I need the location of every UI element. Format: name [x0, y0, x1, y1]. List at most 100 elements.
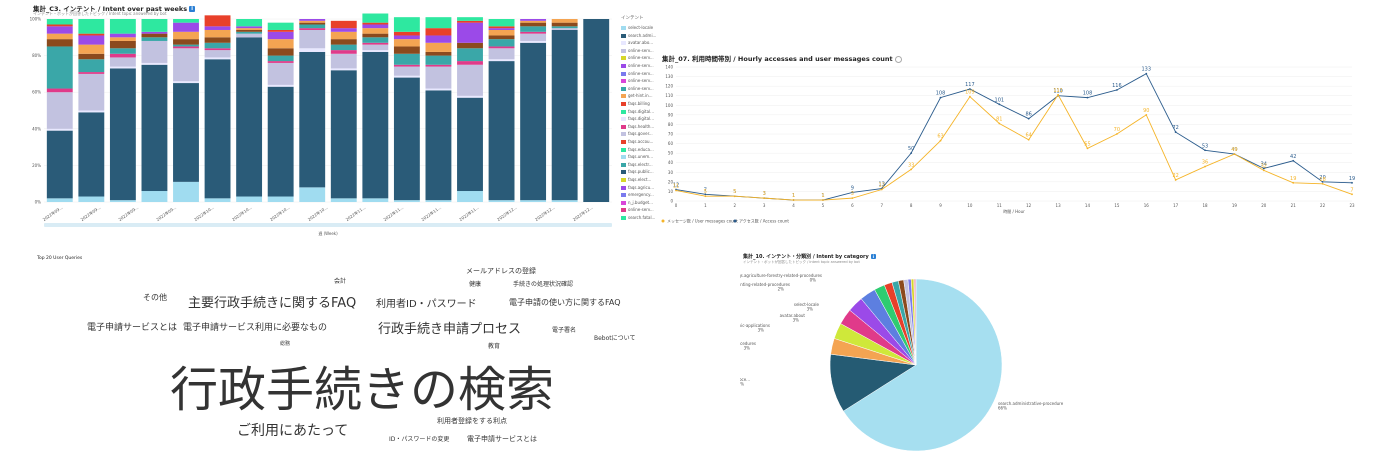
horizontal-scrollbar[interactable] [44, 223, 612, 227]
bar-segment [551, 200, 578, 202]
bar-segment [236, 31, 263, 34]
legend-swatch [621, 124, 626, 129]
legend-item[interactable]: online-serv... [621, 207, 654, 213]
data-label: 63 [937, 134, 943, 140]
legend-item[interactable]: search.admi... [621, 33, 656, 38]
legend-item[interactable]: get-hint.in... [621, 93, 653, 99]
word-cloud-term[interactable]: 教育 [488, 343, 501, 350]
y-tick-label: 80 [668, 122, 674, 127]
bar-segment [330, 70, 357, 199]
data-label: 13 [879, 182, 885, 188]
legend-item[interactable]: faqs.digital... [621, 116, 654, 122]
panel2-title: 集計_07. 利用時間帯別 / Hourly accesses and user… [662, 55, 893, 63]
legend-item[interactable]: n_j.budget... [621, 200, 653, 205]
y-tick-label: 0 [670, 199, 673, 204]
y-tick-label: 70 [668, 132, 674, 137]
legend-item[interactable]: faqs.digital... [621, 109, 654, 114]
bar-segment [457, 42, 483, 49]
bar-segment [267, 29, 294, 32]
legend-item[interactable]: online-serv... [621, 55, 654, 61]
x-tick-label: 11 [997, 203, 1003, 208]
word-cloud-term[interactable]: 総務 [280, 341, 291, 347]
bar-segment [267, 61, 294, 63]
x-axis-label: 週 (Week) [318, 230, 338, 236]
bar-segment [173, 31, 199, 40]
bar-segment [267, 62, 294, 85]
data-point [704, 195, 707, 198]
legend-item[interactable]: online-serv... [621, 86, 654, 91]
y-tick-label: 90 [668, 112, 674, 117]
data-point [1086, 96, 1089, 99]
bar-segment [46, 46, 73, 89]
word-cloud-term[interactable]: 主要行政手続きに関するFAQ [188, 296, 357, 311]
y-tick-label: 20 [668, 179, 674, 184]
legend-item[interactable]: faqs.accou... [621, 139, 653, 144]
legend-swatch [621, 162, 626, 167]
legend-item[interactable]: emergency... [621, 192, 654, 198]
legend-item[interactable]: faqs.unem... [621, 154, 653, 160]
word-cloud-term[interactable]: ご利用にあたって [237, 423, 349, 439]
legend-item[interactable]: online-serv... [621, 48, 654, 53]
legend-label: faqs.billing [628, 101, 650, 106]
word-cloud-term[interactable]: 健康 [469, 281, 482, 288]
legend-item[interactable]: faqs.agricu... [621, 185, 654, 190]
x-tick-label: 3 [763, 203, 766, 208]
bar-segment [425, 90, 452, 201]
word-cloud-term[interactable]: メールアドレスの登録 [466, 267, 536, 275]
bar-segment [488, 59, 515, 62]
word-cloud-term[interactable]: 電子申請サービス利用に必要なもの [183, 323, 328, 333]
bar-segment [78, 59, 105, 73]
bar-segment [393, 200, 420, 202]
legend-swatch [621, 64, 626, 68]
legend-item[interactable]: online-serv... [621, 71, 654, 76]
y-tick-label: 130 [665, 74, 673, 79]
bar-segment [78, 19, 105, 34]
bar-segment [204, 15, 231, 27]
y-tick-label: 50 [668, 151, 674, 156]
word-cloud-term[interactable]: その他 [143, 293, 167, 302]
word-cloud-term[interactable]: Bebotについて [594, 335, 636, 342]
series-line [675, 73, 1353, 201]
bar-segment [393, 66, 420, 76]
data-label: 7 [704, 187, 707, 193]
bar-segment [393, 75, 420, 78]
bar-segment [393, 31, 420, 36]
word-cloud-term[interactable]: 行政手続きの検索 [170, 362, 555, 418]
data-point [969, 95, 971, 98]
word-cloud-term[interactable]: 手続きの処理状況確認 [513, 281, 574, 288]
legend-item[interactable]: online-serv... [621, 63, 654, 68]
word-cloud-term[interactable]: 利用者ID・パスワード [376, 299, 477, 310]
legend-item[interactable]: online-serv... [621, 78, 654, 84]
bar-segment [204, 26, 231, 30]
word-cloud-term[interactable]: 電子申請サービスとは [467, 435, 537, 443]
legend-item[interactable]: faqs.public... [621, 169, 654, 175]
bar-segment [425, 66, 452, 89]
legend-item[interactable]: search.fatal... [621, 215, 655, 220]
legend-item[interactable]: faqs.educa... [621, 147, 654, 152]
word-cloud-term[interactable]: 行政手続き申請プロセス [378, 322, 522, 337]
x-tick-label: 15 [1114, 203, 1120, 208]
info-icon[interactable]: i [870, 254, 876, 259]
legend-item[interactable]: avatar.abo... [621, 40, 653, 46]
bar-segment [173, 48, 199, 82]
bar-segment [393, 77, 420, 201]
legend-item[interactable]: faqs.electr... [621, 162, 653, 167]
bar-segment [330, 31, 357, 40]
word-cloud-term[interactable]: 電子申請の使い方に関するFAQ [509, 298, 621, 307]
legend-item[interactable]: select-locale [621, 25, 653, 30]
bar-segment [425, 17, 452, 29]
word-cloud-term[interactable]: 利用者登録をする利点 [437, 417, 507, 425]
legend-item[interactable]: faqs.gover... [621, 131, 653, 137]
word-cloud-term[interactable]: 会計 [334, 278, 347, 285]
y-tick-label: 140 [665, 65, 673, 70]
info-icon[interactable]: i [189, 6, 196, 12]
data-label: 116 [1112, 83, 1122, 89]
word-cloud-term[interactable]: ID・パスワードの変更 [389, 436, 450, 443]
legend-item[interactable]: faqs.billing [621, 101, 650, 106]
word-cloud-term[interactable]: 電子署名 [552, 327, 577, 334]
legend-item[interactable]: faqs.elect... [621, 177, 651, 182]
legend-item[interactable]: faqs.health... [621, 124, 654, 129]
bar-segment [109, 48, 136, 54]
bar-segment [141, 40, 168, 63]
word-cloud-term[interactable]: 電子申請サービスとは [87, 323, 178, 333]
